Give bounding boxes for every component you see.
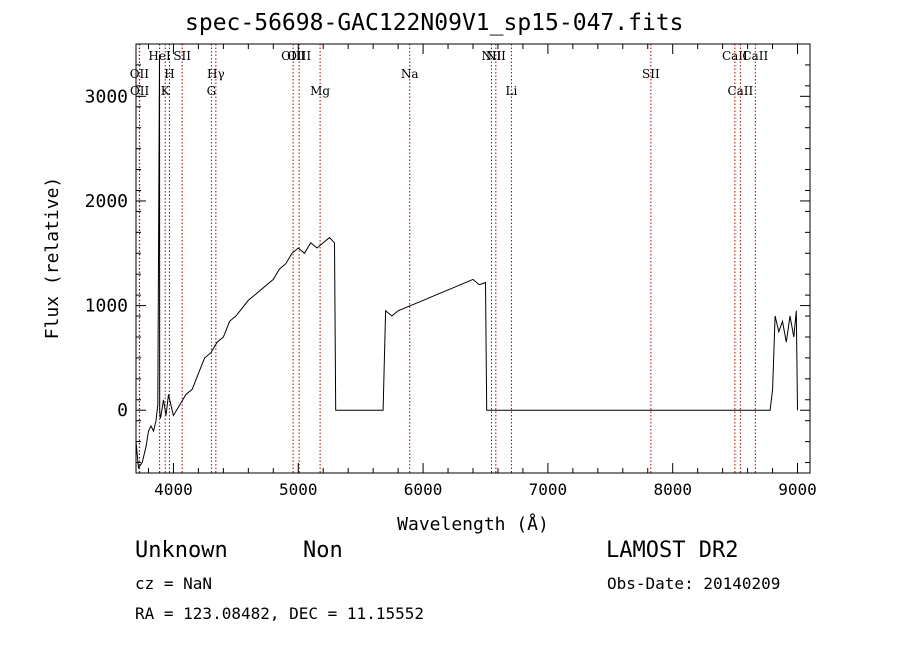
spectral-line-label: Li [506,84,518,98]
object-subclass: Non [303,538,343,563]
spectral-line-label: G [207,84,217,98]
spectral-line-label: H [164,67,174,81]
spectral-line-label: NII [486,49,506,63]
spectral-line-label: Mg [310,84,330,98]
y-tick-label: 2000 [85,191,128,212]
survey-name: LAMOST DR2 [606,538,739,563]
y-tick-label: 1000 [85,296,128,317]
spectral-line-label: CaII [742,49,768,63]
x-axis: 4000 5000 6000 7000 8000 9000 [147,44,817,499]
spectral-line-label: OIII [287,49,311,63]
observation-date: Obs-Date: 20140209 [607,574,781,593]
spectral-line-label: K [161,84,171,98]
spectral-line-label: OII [130,67,150,81]
spectrum-line [135,54,798,470]
spectral-line-label: Hγ [207,67,225,81]
x-tick-label: 7000 [529,480,568,499]
ra-dec-coordinates: RA = 123.08482, DEC = 11.15552 [135,604,424,623]
redshift-cz: cz = NaN [135,574,213,593]
chart-title: spec-56698-GAC122N09V1_sp15-047.fits [185,10,684,36]
x-tick-label: 8000 [653,480,692,499]
spectral-line-label: SII [642,67,660,81]
spectral-line-label: NII [481,49,501,63]
y-tick-label: 3000 [85,86,128,107]
plot-frame [135,43,811,474]
x-tick-label: 4000 [154,480,193,499]
x-tick-label: 6000 [404,480,443,499]
spectral-line-label: CaII [727,84,753,98]
x-tick-label: 5000 [279,480,318,499]
object-class: Unknown [135,538,228,563]
y-axis-label: Flux (relative) [42,177,63,340]
spectral-line-label: Na [401,67,419,81]
spectral-line-label: OII [130,84,150,98]
spectral-line-label: CaII [722,49,748,63]
y-tick-label: 0 [117,400,128,421]
x-tick-label: 9000 [778,480,817,499]
x-axis-label: Wavelength (Å) [397,513,549,535]
y-axis: 0 1000 2000 3000 [85,64,810,464]
spectral-line-label: SII [173,49,191,63]
